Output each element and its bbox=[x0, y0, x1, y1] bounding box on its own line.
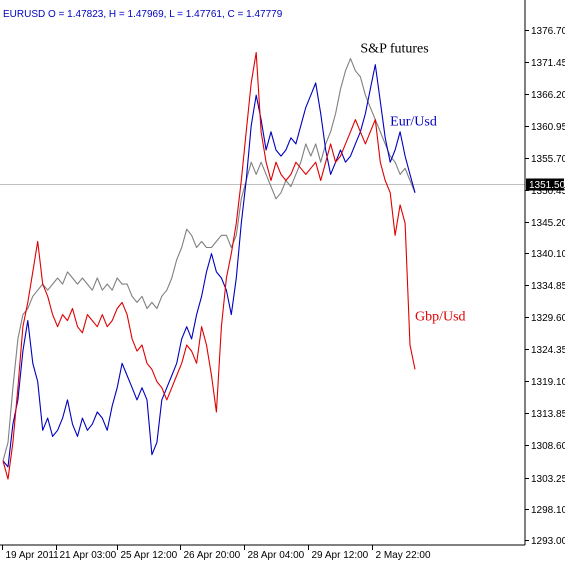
y-tick-label: 1334.85 bbox=[531, 281, 565, 292]
label-layer: S&P futures Eur/Usd Gbp/Usd bbox=[360, 42, 465, 325]
annotation-s-p-futures: S&P futures bbox=[360, 42, 428, 57]
series-line-eur-usd bbox=[2, 64, 416, 468]
x-tick-label: 21 Apr 03:00 bbox=[60, 550, 117, 561]
y-tick-label: 1308.60 bbox=[531, 441, 565, 452]
current-price-badge bbox=[526, 178, 564, 191]
y-tick-label: 1298.10 bbox=[531, 505, 565, 516]
series-layer bbox=[2, 51, 416, 480]
y-tick-label: 1303.25 bbox=[531, 474, 565, 485]
x-tick-label: 19 Apr 2011 bbox=[6, 550, 60, 561]
x-tick-label: 28 Apr 04:00 bbox=[248, 550, 305, 561]
annotation-eur-usd: Eur/Usd bbox=[390, 115, 437, 130]
annotation-gbp-usd: Gbp/Usd bbox=[415, 310, 466, 325]
y-tick-label: 1340.10 bbox=[531, 249, 565, 260]
current-price-label: 1351.50 bbox=[529, 180, 565, 191]
y-tick-label: 1329.60 bbox=[531, 313, 565, 324]
series-line-gbp-usd bbox=[2, 51, 416, 480]
y-tick-label: 1293.00 bbox=[531, 536, 565, 547]
y-tick-label: 1313.85 bbox=[531, 409, 565, 420]
y-tick-label: 1324.35 bbox=[531, 345, 565, 356]
y-tick-label: 1376.70 bbox=[531, 26, 565, 37]
x-tick-label: 26 Apr 20:00 bbox=[184, 550, 241, 561]
y-tick-label: 1350.45 bbox=[531, 186, 565, 197]
symbol-header: EURUSD O = 1.47823, H = 1.47969, L = 1.4… bbox=[3, 9, 283, 20]
y-tick-label: 1371.45 bbox=[531, 58, 565, 69]
y-tick-label: 1355.70 bbox=[531, 154, 565, 165]
x-tick-label: 2 May 22:00 bbox=[376, 550, 431, 561]
plot-area bbox=[0, 0, 525, 545]
y-tick-label: 1345.20 bbox=[531, 218, 565, 229]
y-tick-label: 1366.20 bbox=[531, 90, 565, 101]
x-tick-label: 29 Apr 12:00 bbox=[312, 550, 369, 561]
y-tick-label: 1319.10 bbox=[531, 377, 565, 388]
series-line-s-p-futures bbox=[2, 58, 416, 461]
x-tick-label: 25 Apr 12:00 bbox=[121, 550, 178, 561]
y-tick-label: 1360.95 bbox=[531, 122, 565, 133]
